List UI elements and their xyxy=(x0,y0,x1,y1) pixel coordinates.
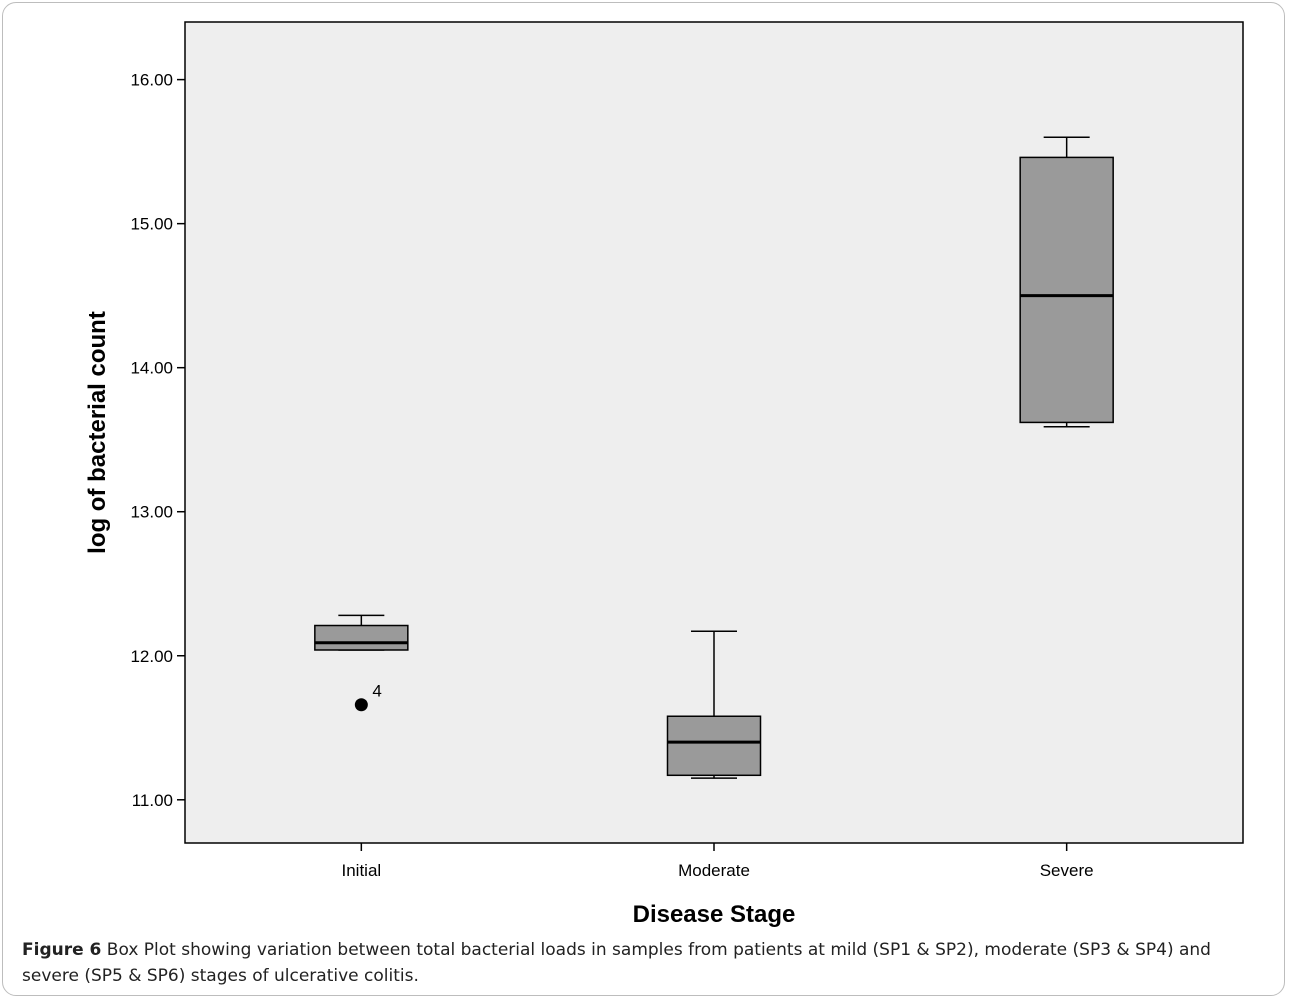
box-iqr xyxy=(1019,156,1114,424)
box-iqr xyxy=(666,715,762,777)
y-tick-label: 11.00 xyxy=(132,791,173,810)
figure-caption: Figure 6 Box Plot showing variation betw… xyxy=(22,937,1272,989)
y-tick-label: 12.00 xyxy=(130,647,173,666)
y-tick-label: 15.00 xyxy=(130,215,173,234)
x-tick-label: Initial xyxy=(341,861,381,880)
x-axis-title: Disease Stage xyxy=(633,901,796,928)
boxes-layer: 4 xyxy=(314,136,1114,779)
y-tick-label: 16.00 xyxy=(130,71,173,90)
y-tick-label: 13.00 xyxy=(130,503,173,522)
x-axis: Initial Moderate Severe xyxy=(341,843,1094,880)
y-axis-title: log of bacterial count xyxy=(84,311,111,554)
outlier-label: 4 xyxy=(372,682,381,701)
box-plot-chart: 11.00 12.00 13.00 14.00 15.00 16.00 Initial Mo… xyxy=(84,21,1244,928)
box-iqr xyxy=(314,624,409,651)
outlier-point xyxy=(354,698,368,712)
y-tick-label: 14.00 xyxy=(130,359,173,378)
box-moderate xyxy=(666,630,762,779)
box-severe xyxy=(1019,136,1114,428)
caption-text: Box Plot showing variation between total… xyxy=(22,940,1211,986)
x-tick-label: Moderate xyxy=(678,861,750,880)
box-initial: 4 xyxy=(314,614,409,712)
y-axis: 11.00 12.00 13.00 14.00 15.00 16.00 xyxy=(130,71,185,810)
caption-label: Figure 6 xyxy=(22,940,102,960)
x-tick-label: Severe xyxy=(1040,861,1094,880)
